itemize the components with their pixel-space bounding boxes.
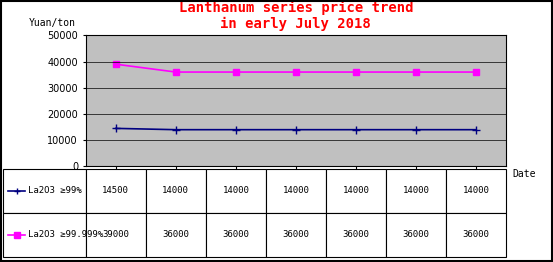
Text: 36000: 36000 [342,230,369,239]
Bar [3,213,86,257]
Text: 39000: 39000 [102,230,129,239]
Bar [386,213,446,257]
Text: 14000: 14000 [342,187,369,195]
Bar [3,169,86,213]
Bar [146,213,206,257]
Bar [266,213,326,257]
Text: La2O3 ≥99%: La2O3 ≥99% [28,187,81,195]
Bar [446,169,506,213]
Bar [206,213,266,257]
Bar [266,169,326,213]
Text: La2O3 ≥99.999%: La2O3 ≥99.999% [28,230,103,239]
Text: 36000: 36000 [462,230,489,239]
Text: 14000: 14000 [222,187,249,195]
Text: 14500: 14500 [102,187,129,195]
Text: 14000: 14000 [403,187,429,195]
Text: 36000: 36000 [283,230,309,239]
Text: 14000: 14000 [283,187,309,195]
Bar [326,169,386,213]
Bar [86,169,146,213]
Text: Date: Date [512,169,536,179]
Bar [386,169,446,213]
Bar [206,169,266,213]
Text: 14000: 14000 [163,187,189,195]
Bar [446,213,506,257]
Bar [86,213,146,257]
Bar [146,169,206,213]
Text: 36000: 36000 [403,230,429,239]
Text: 14000: 14000 [462,187,489,195]
Title: Lanthanum series price trend
in early July 2018: Lanthanum series price trend in early Ju… [179,1,413,31]
Text: 36000: 36000 [222,230,249,239]
Bar [326,213,386,257]
Text: Yuan/ton: Yuan/ton [29,18,76,28]
Text: 36000: 36000 [163,230,189,239]
